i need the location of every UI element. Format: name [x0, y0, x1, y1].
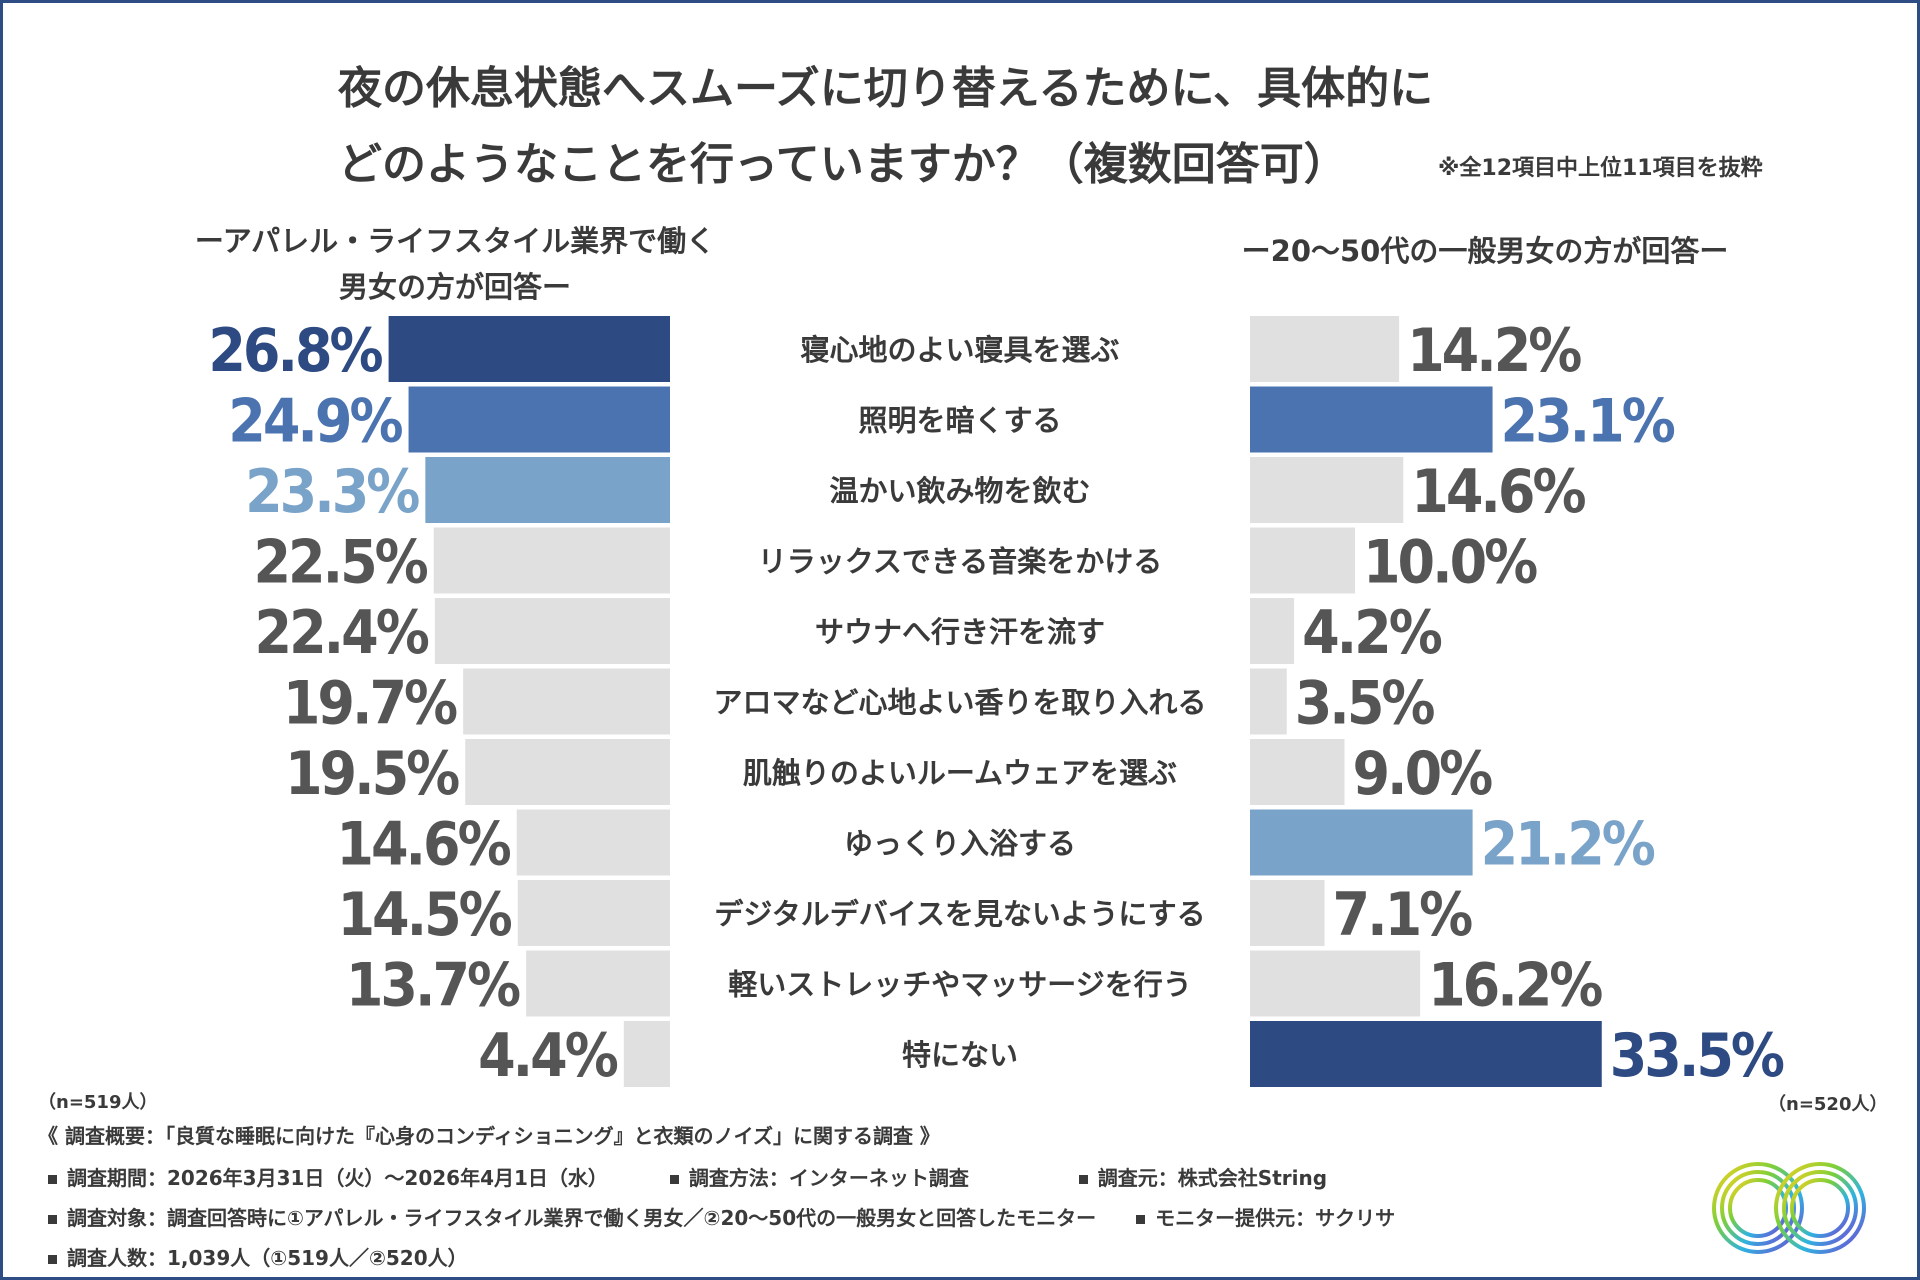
bullet-square-icon [48, 1175, 57, 1184]
left-value-label: 23.3% [245, 457, 419, 527]
survey-info-row2: 調査対象：調査回答時に①アパレル・ライフスタイル業界で働く男女／②20～50代の… [48, 1202, 1395, 1231]
right-subtitle: ー20～50代の一般男女の方が回答ー [1241, 234, 1729, 268]
right-value-label: 33.5% [1610, 1021, 1784, 1091]
left-value-label: 13.7% [346, 951, 520, 1021]
right-sample-size: （n=520人） [1768, 1094, 1888, 1115]
left-value-label: 22.4% [255, 598, 429, 668]
right-bar [1250, 809, 1473, 876]
left-bar [434, 598, 670, 664]
bullet-square-icon [1078, 1175, 1088, 1184]
left-bar [433, 527, 670, 594]
right-value-label: 14.6% [1411, 457, 1585, 527]
bullet-square-icon [1136, 1215, 1146, 1224]
category-label: 肌触りのよいルームウェアを選ぶ [743, 756, 1177, 790]
left-value-label: 19.7% [283, 669, 457, 739]
survey-info-row1: 調査期間：2026年3月31日（火）～2026年4月1日（水） 調査方法：インタ… [48, 1162, 1327, 1191]
right-bar [1250, 386, 1493, 453]
left-bar [517, 880, 670, 946]
left-bar [465, 739, 670, 805]
category-label: アロマなど心地よい香りを取り入れる [713, 686, 1206, 720]
right-value-label: 9.0% [1353, 739, 1493, 809]
category-label: 寝心地のよい寝具を選ぶ [800, 333, 1119, 367]
survey-period: 調査期間：2026年3月31日（火）～2026年4月1日（水） [67, 1166, 608, 1190]
left-value-label: 22.5% [253, 528, 427, 598]
right-bar [1250, 950, 1421, 1017]
left-sample-size: （n=519人） [38, 1092, 158, 1113]
left-bar [425, 457, 670, 523]
left-subtitle-line1: ーアパレル・ライフスタイル業界で働く [194, 224, 716, 258]
right-bar [1250, 668, 1287, 735]
right-bar [1250, 880, 1325, 946]
right-bar [1250, 527, 1355, 594]
right-value-label: 14.2% [1407, 316, 1581, 386]
left-bar [516, 809, 670, 876]
right-value-label: 21.2% [1481, 810, 1655, 880]
right-value-label: 23.1% [1501, 387, 1675, 457]
bullet-square-icon [48, 1255, 57, 1264]
right-value-label: 4.2% [1302, 598, 1442, 668]
left-subtitle-line2: 男女の方が回答ー [338, 270, 571, 304]
survey-count: 調査人数：1,039人（①519人／②520人） [67, 1246, 468, 1270]
left-value-label: 14.6% [336, 810, 510, 880]
bullet-square-icon [669, 1175, 679, 1184]
right-bar [1250, 1021, 1602, 1087]
category-label: リラックスできる音楽をかける [758, 545, 1163, 579]
category-label: ゆっくり入浴する [844, 827, 1076, 861]
right-bar [1250, 739, 1345, 805]
right-bar [1250, 316, 1400, 382]
right-value-label: 3.5% [1295, 669, 1435, 739]
left-bar [408, 386, 670, 453]
category-label: 軽いストレッチやマッサージを行う [728, 968, 1191, 1002]
survey-target: 調査対象：調査回答時に①アパレル・ライフスタイル業界で働く男女／②20～50代の… [67, 1206, 1097, 1230]
survey-method: 調査方法：インターネット調査 [688, 1166, 969, 1190]
chart-title-line2: どのようなことを行っていますか？（複数回答可） [338, 139, 1348, 190]
chart-title-line1: 夜の休息状態へスムーズに切り替えるために、具体的に [338, 63, 1434, 114]
survey-info-row3: 調査人数：1,039人（①519人／②520人） [48, 1242, 468, 1271]
left-bar [623, 1021, 670, 1087]
left-value-label: 19.5% [285, 739, 459, 809]
left-value-label: 14.5% [337, 880, 511, 950]
left-bar [463, 668, 670, 735]
category-label: 特にない [902, 1038, 1018, 1072]
category-label: 照明を暗くする [858, 404, 1061, 438]
infinity-ring-icon [1712, 1162, 1866, 1254]
right-value-label: 16.2% [1428, 951, 1602, 1021]
left-value-label: 24.9% [228, 387, 402, 457]
survey-source: 調査元：株式会社String [1097, 1166, 1328, 1190]
right-bar [1250, 598, 1295, 664]
left-bar [526, 950, 670, 1017]
monitor-provider: モニター提供元：サクリサ [1155, 1206, 1396, 1230]
survey-overview: 《 調査概要：「良質な睡眠に向けた『心身のコンディショニング』と衣類のノイズ」に… [38, 1124, 940, 1148]
category-label: 温かい飲み物を飲む [829, 474, 1090, 508]
right-value-label: 7.1% [1333, 880, 1473, 950]
category-label: デジタルデバイスを見ないようにする [714, 897, 1205, 931]
right-value-label: 10.0% [1363, 528, 1537, 598]
right-bar [1250, 457, 1404, 523]
chart-note: ※全12項目中上位11項目を抜粋 [1438, 156, 1763, 181]
category-label: サウナへ行き汗を流す [815, 615, 1105, 649]
left-value-label: 26.8% [208, 316, 382, 386]
left-bar [388, 316, 670, 382]
bullet-square-icon [48, 1215, 57, 1224]
left-value-label: 4.4% [478, 1021, 618, 1091]
